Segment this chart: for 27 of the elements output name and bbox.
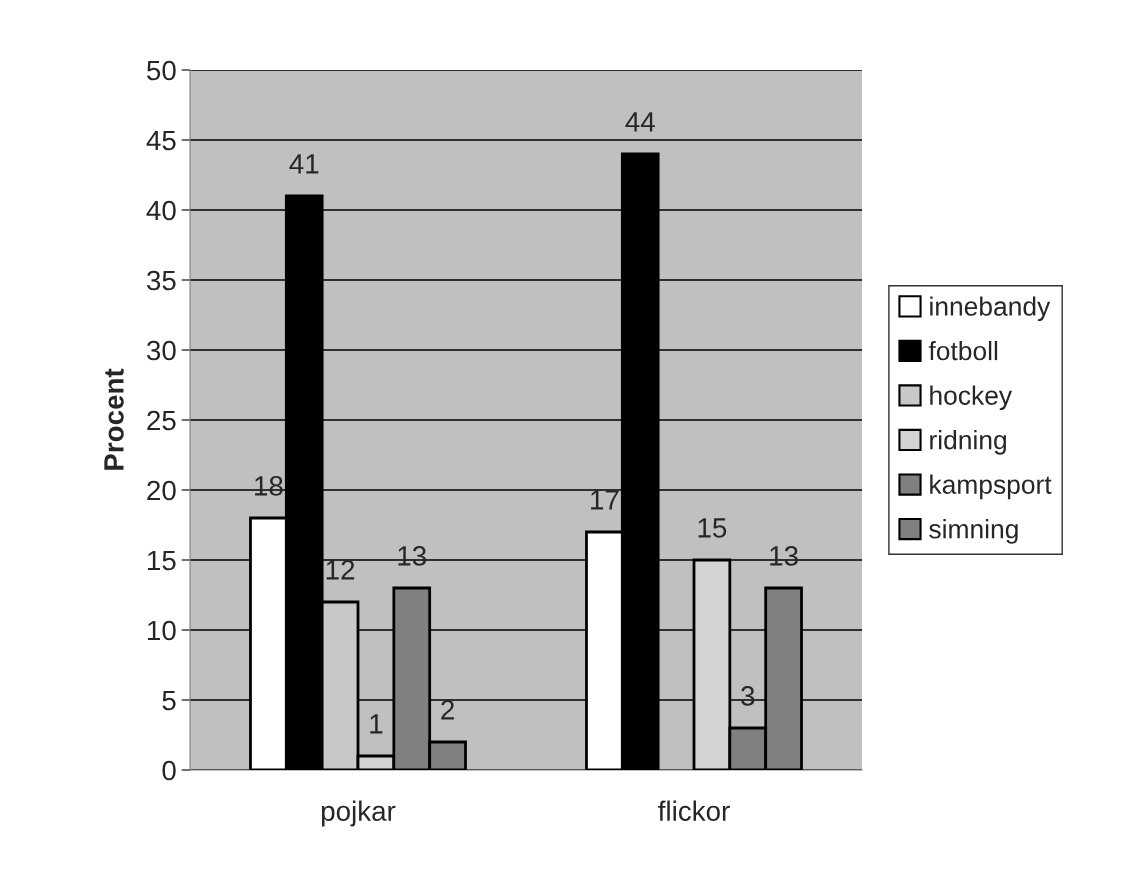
data-label: 44 [625,112,655,132]
data-label: 1 [370,714,383,734]
y-tick-label: 40 [146,200,176,221]
data-label: 2 [441,700,454,720]
legend-label: ridning [930,430,1006,455]
y-tick-label: 45 [146,130,176,151]
legend-label: hockey [930,385,1013,411]
x-tick-label: pojkar [321,800,396,827]
y-tick-label: 50 [147,60,176,81]
data-label: 41 [289,154,319,174]
legend-label: simning [929,519,1018,544]
data-label: 15 [698,518,727,538]
y-tick-label: 15 [148,550,176,571]
data-label: 17 [591,490,619,510]
y-tick-label: 10 [148,620,176,641]
y-tick-label: 30 [146,340,176,361]
y-tick-label: 5 [162,690,176,711]
y-axis-title: Procent [104,368,124,470]
legend-label: kampsport [930,474,1052,500]
y-tick-label: 20 [147,480,176,501]
y-tick-label: 0 [162,760,176,781]
y-tick-label: 35 [146,270,176,291]
data-label: 12 [326,560,355,580]
legend-label: fotboll [928,340,998,361]
legend-label: innebandy [930,296,1051,322]
y-tick-label: 25 [147,410,176,431]
x-tick-label: flickor [658,800,730,821]
